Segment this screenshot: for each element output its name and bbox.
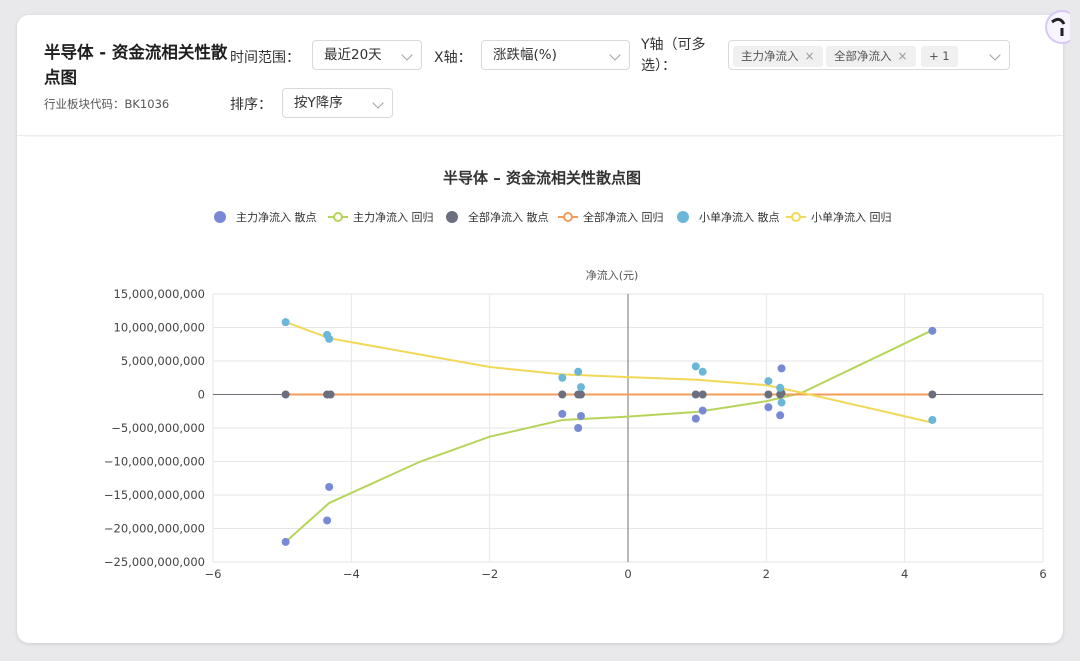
chart-area: 半导体 – 资金流相关性散点图 主力净流入 散点 主力净流入 回归 全部净流入 散点… — [25, 136, 1063, 637]
y-tick-label: 10,000,000,000 — [114, 321, 205, 335]
scatter-point — [691, 414, 700, 423]
time-range-select[interactable]: 最近20天 — [312, 40, 422, 70]
scatter-point — [326, 390, 335, 399]
sector-code: 行业板块代码：BK1036 — [44, 97, 170, 111]
scatter-point — [691, 362, 700, 371]
scatter-point — [325, 334, 334, 343]
scatter-point — [928, 390, 937, 399]
x-axis-value: 涨跌幅(%) — [493, 47, 557, 63]
sort-value: 按Y降序 — [294, 95, 343, 111]
y-tick-label: 5,000,000,000 — [121, 354, 205, 368]
scatter-point — [698, 367, 707, 376]
scatter-point — [576, 383, 585, 392]
scatter-point — [576, 411, 585, 420]
scatter-point — [281, 390, 290, 399]
sort-select[interactable]: 按Y降序 — [282, 88, 393, 118]
chart-series — [281, 318, 937, 546]
y-axis-more-tag[interactable]: + 1 — [921, 46, 958, 67]
x-tick-label: −2 — [481, 567, 498, 581]
x-tick-label: 2 — [763, 567, 770, 581]
scatter-point — [323, 516, 332, 525]
control-header: 半导体 - 资金流相关性散点图 行业板块代码：BK1036 时间范围： 最近20… — [17, 15, 1063, 136]
time-range-label: 时间范围： — [230, 50, 300, 66]
y-tick-label: 15,000,000,000 — [114, 287, 205, 301]
scatter-point — [558, 409, 567, 418]
scatter-point — [558, 373, 567, 382]
scatter-point — [928, 415, 937, 424]
chart-title: 半导体 – 资金流相关性散点图 — [443, 169, 641, 187]
chart-card: 半导体 - 资金流相关性散点图 行业板块代码：BK1036 时间范围： 最近20… — [17, 15, 1063, 643]
x-tick-label: 0 — [624, 567, 631, 581]
chart-axes: 15,000,000,000 10,000,000,000 5,000,000,00… — [104, 287, 1063, 581]
scatter-point — [764, 377, 773, 386]
y-axis-label: Y轴（可多选）： — [641, 37, 706, 74]
regression-line — [284, 329, 933, 543]
legend-symbol — [214, 211, 226, 223]
legend-item[interactable]: 主力净流入 回归 — [353, 210, 434, 224]
legend-item[interactable]: 全部净流入 散点 — [468, 210, 549, 224]
legend-item[interactable]: 主力净流入 散点 — [236, 210, 317, 224]
scatter-point — [776, 383, 785, 392]
scatter-chart: 半导体 – 资金流相关性散点图 主力净流入 散点 主力净流入 回归 全部净流入 散点… — [104, 169, 1063, 581]
scatter-point — [574, 424, 583, 432]
x-axis-label: X轴： — [434, 50, 472, 66]
y-axis-multiselect[interactable]: 主力净流入 × 全部净流入 × + 1 — [728, 40, 1010, 70]
close-icon[interactable]: × — [897, 49, 908, 63]
regression-line — [285, 321, 933, 424]
y-tick-label: −10,000,000,000 — [104, 455, 205, 469]
y-axis-tag[interactable]: 全部净流入 × — [826, 46, 916, 67]
x-tick-label: −4 — [343, 567, 360, 581]
legend-symbol — [791, 212, 801, 222]
legend-symbol — [677, 211, 689, 223]
scatter-point — [281, 318, 290, 327]
chevron-down-icon — [372, 97, 384, 109]
legend-item[interactable]: 小单净流入 散点 — [699, 210, 780, 224]
legend-item[interactable]: 全部净流入 回归 — [583, 210, 664, 224]
time-range-value: 最近20天 — [324, 47, 382, 63]
x-axis-select[interactable]: 涨跌幅(%) — [481, 40, 630, 70]
chevron-down-icon — [401, 49, 413, 61]
scatter-point — [928, 326, 937, 335]
scatter-point — [764, 390, 773, 399]
y-tick-label: −5,000,000,000 — [111, 421, 205, 435]
legend-symbol — [563, 212, 573, 222]
x-tick-label: 6 — [1039, 567, 1046, 581]
scatter-point — [777, 398, 786, 407]
y-tick-label: −15,000,000,000 — [104, 488, 205, 502]
scatter-point — [698, 406, 707, 415]
y-tick-label: −25,000,000,000 — [104, 555, 205, 569]
y-tick-label: −20,000,000,000 — [104, 522, 205, 536]
chart-legend[interactable]: 主力净流入 散点 主力净流入 回归 全部净流入 散点 全部净流入 回归 小单净流入 散点… — [214, 210, 892, 224]
scatter-point — [691, 390, 700, 399]
scatter-point — [281, 537, 290, 546]
chevron-down-icon — [609, 49, 621, 61]
y-axis-title: 净流入(元) — [586, 268, 639, 282]
chevron-down-icon — [989, 49, 1001, 61]
scatter-point — [325, 482, 334, 491]
scatter-point — [698, 390, 707, 399]
scatter-point — [574, 367, 583, 376]
y-axis-tag[interactable]: 主力净流入 × — [733, 46, 823, 67]
x-tick-label: 4 — [901, 567, 908, 581]
sort-label: 排序： — [230, 97, 272, 113]
scatter-point — [576, 390, 585, 399]
page-title: 半导体 - 资金流相关性散点图 — [44, 43, 228, 87]
assistant-avatar-icon[interactable] — [1040, 10, 1070, 50]
legend-symbol — [446, 211, 458, 223]
y-tick-label: 0 — [198, 388, 205, 402]
scatter-point — [777, 364, 786, 373]
legend-item[interactable]: 小单净流入 回归 — [811, 210, 892, 224]
legend-symbol — [333, 212, 343, 222]
scatter-point — [776, 411, 785, 420]
x-tick-label: −6 — [205, 567, 222, 581]
scatter-point — [764, 403, 773, 412]
close-icon[interactable]: × — [804, 49, 815, 63]
scatter-point — [558, 390, 567, 399]
